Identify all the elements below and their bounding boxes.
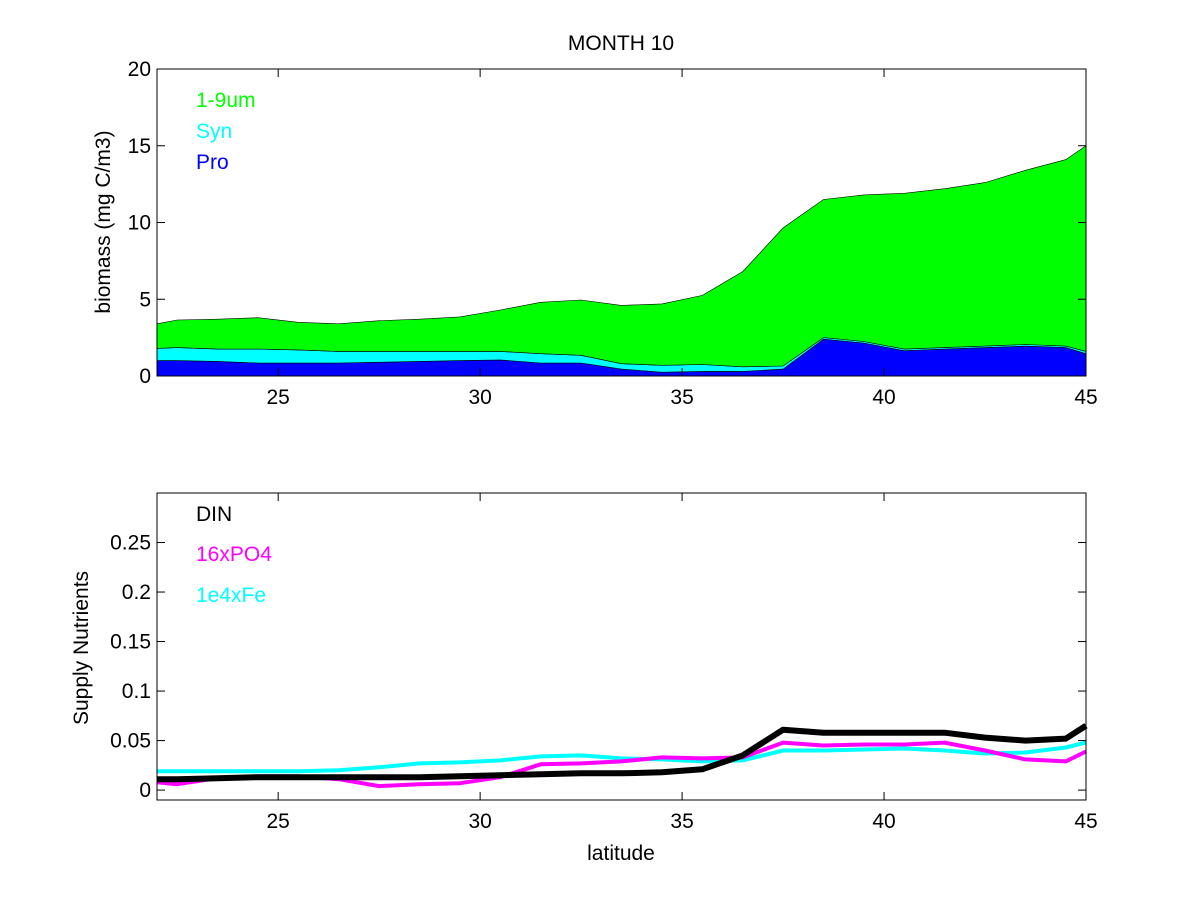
nutrients-y-tick-label: 0: [139, 779, 151, 802]
biomass-ticks: 25 30 35 40 45 0 5 10 15 20: [128, 58, 1098, 409]
legend-entry-din: DIN: [196, 503, 232, 526]
legend-entry-1-9um: 1-9um: [196, 89, 256, 112]
biomass-areas: [156, 145, 1087, 377]
biomass-x-tick-label: 25: [266, 386, 289, 409]
biomass-y-tick-label: 0: [139, 365, 151, 388]
nutrients-x-axis-label: latitude: [587, 842, 655, 865]
nutrients-x-tick-label: 45: [1074, 810, 1097, 833]
legend-entry-pro: Pro: [196, 151, 229, 174]
biomass-x-tick-label: 35: [670, 386, 693, 409]
chart-title: MONTH 10: [568, 32, 674, 55]
legend-entry-1e4xfe: 1e4xFe: [196, 584, 266, 607]
nutrients-y-tick-label: 0.05: [110, 730, 151, 753]
biomass-x-tick-label: 45: [1074, 386, 1097, 409]
biomass-y-tick-label: 20: [128, 58, 151, 81]
nutrients-x-tick-label: 25: [266, 810, 289, 833]
biomass-chart: 25 30 35 40 45 0 5 10 15 20 MONTH 10 biomass (mg …: [92, 32, 1098, 409]
nutrients-chart: 25 30 35 40 45 0 0.05 0.1 0.15 0.2 0.25 latitude S…: [70, 492, 1098, 865]
line-1e4xfe: [157, 740, 1087, 774]
biomass-y-tick-label: 15: [128, 135, 151, 158]
nutrients-legend: DIN 16xPO4 1e4xFe: [196, 503, 272, 607]
biomass-y-tick-label: 10: [128, 212, 151, 235]
nutrients-x-tick-label: 30: [468, 810, 491, 833]
biomass-x-tick-label: 30: [468, 386, 491, 409]
biomass-legend: 1-9um Syn Pro: [196, 89, 256, 174]
nutrients-y-tick-label: 0.15: [110, 631, 151, 654]
nutrients-x-tick-label: 35: [670, 810, 693, 833]
biomass-y-tick-label: 5: [139, 288, 151, 311]
nutrients-y-axis-label: Supply Nutrients: [70, 571, 93, 725]
nutrients-y-tick-label: 0.1: [122, 680, 151, 703]
biomass-x-tick-label: 40: [872, 386, 895, 409]
nutrients-ticks: 25 30 35 40 45 0 0.05 0.1 0.15 0.2 0.25: [110, 493, 1098, 833]
nutrients-axes-box: [156, 492, 1087, 801]
biomass-y-axis-label: biomass (mg C/m3): [92, 130, 115, 313]
legend-entry-syn: Syn: [196, 120, 232, 143]
nutrients-x-tick-label: 40: [872, 810, 895, 833]
line-din: [157, 723, 1088, 783]
nutrients-lines: [156, 723, 1088, 789]
nutrients-y-tick-label: 0.25: [110, 532, 151, 555]
legend-entry-16xpo4: 16xPO4: [196, 543, 272, 566]
nutrients-y-tick-label: 0.2: [122, 581, 151, 604]
